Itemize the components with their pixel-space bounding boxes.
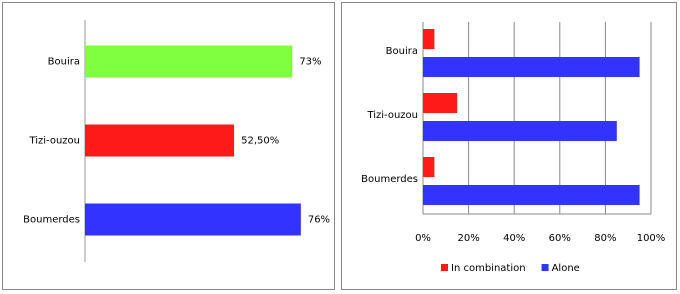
bar [423, 185, 640, 205]
x-tick-label: 0% [415, 233, 431, 244]
category-label: Bouira [48, 57, 80, 68]
bar [85, 203, 301, 236]
x-tick-label: 80% [594, 233, 616, 244]
category-label: Tizi-ouzou [28, 136, 80, 147]
bar [85, 45, 293, 78]
value-label: 52,50% [241, 136, 279, 147]
category-label: Boumerdes [23, 215, 80, 226]
x-tick-label: 60% [549, 233, 571, 244]
category-label: Tizi-ouzou [366, 110, 418, 121]
x-tick-label: 100% [637, 233, 666, 244]
bar [423, 29, 435, 49]
category-label: Boumerdes [361, 174, 418, 185]
bar [423, 121, 617, 141]
legend-swatch [541, 264, 549, 271]
legend-label: Alone [552, 263, 580, 274]
value-label: 76% [308, 215, 330, 226]
bar [423, 157, 435, 177]
legend-swatch [441, 264, 448, 271]
right-panel [341, 2, 677, 290]
category-label: Bouira [386, 46, 418, 57]
bar [85, 124, 235, 157]
value-label: 73% [299, 57, 321, 68]
bar [423, 93, 458, 113]
x-tick-label: 20% [457, 233, 479, 244]
bar [423, 57, 640, 77]
legend-label: In combination [451, 263, 526, 274]
x-tick-label: 40% [503, 233, 525, 244]
